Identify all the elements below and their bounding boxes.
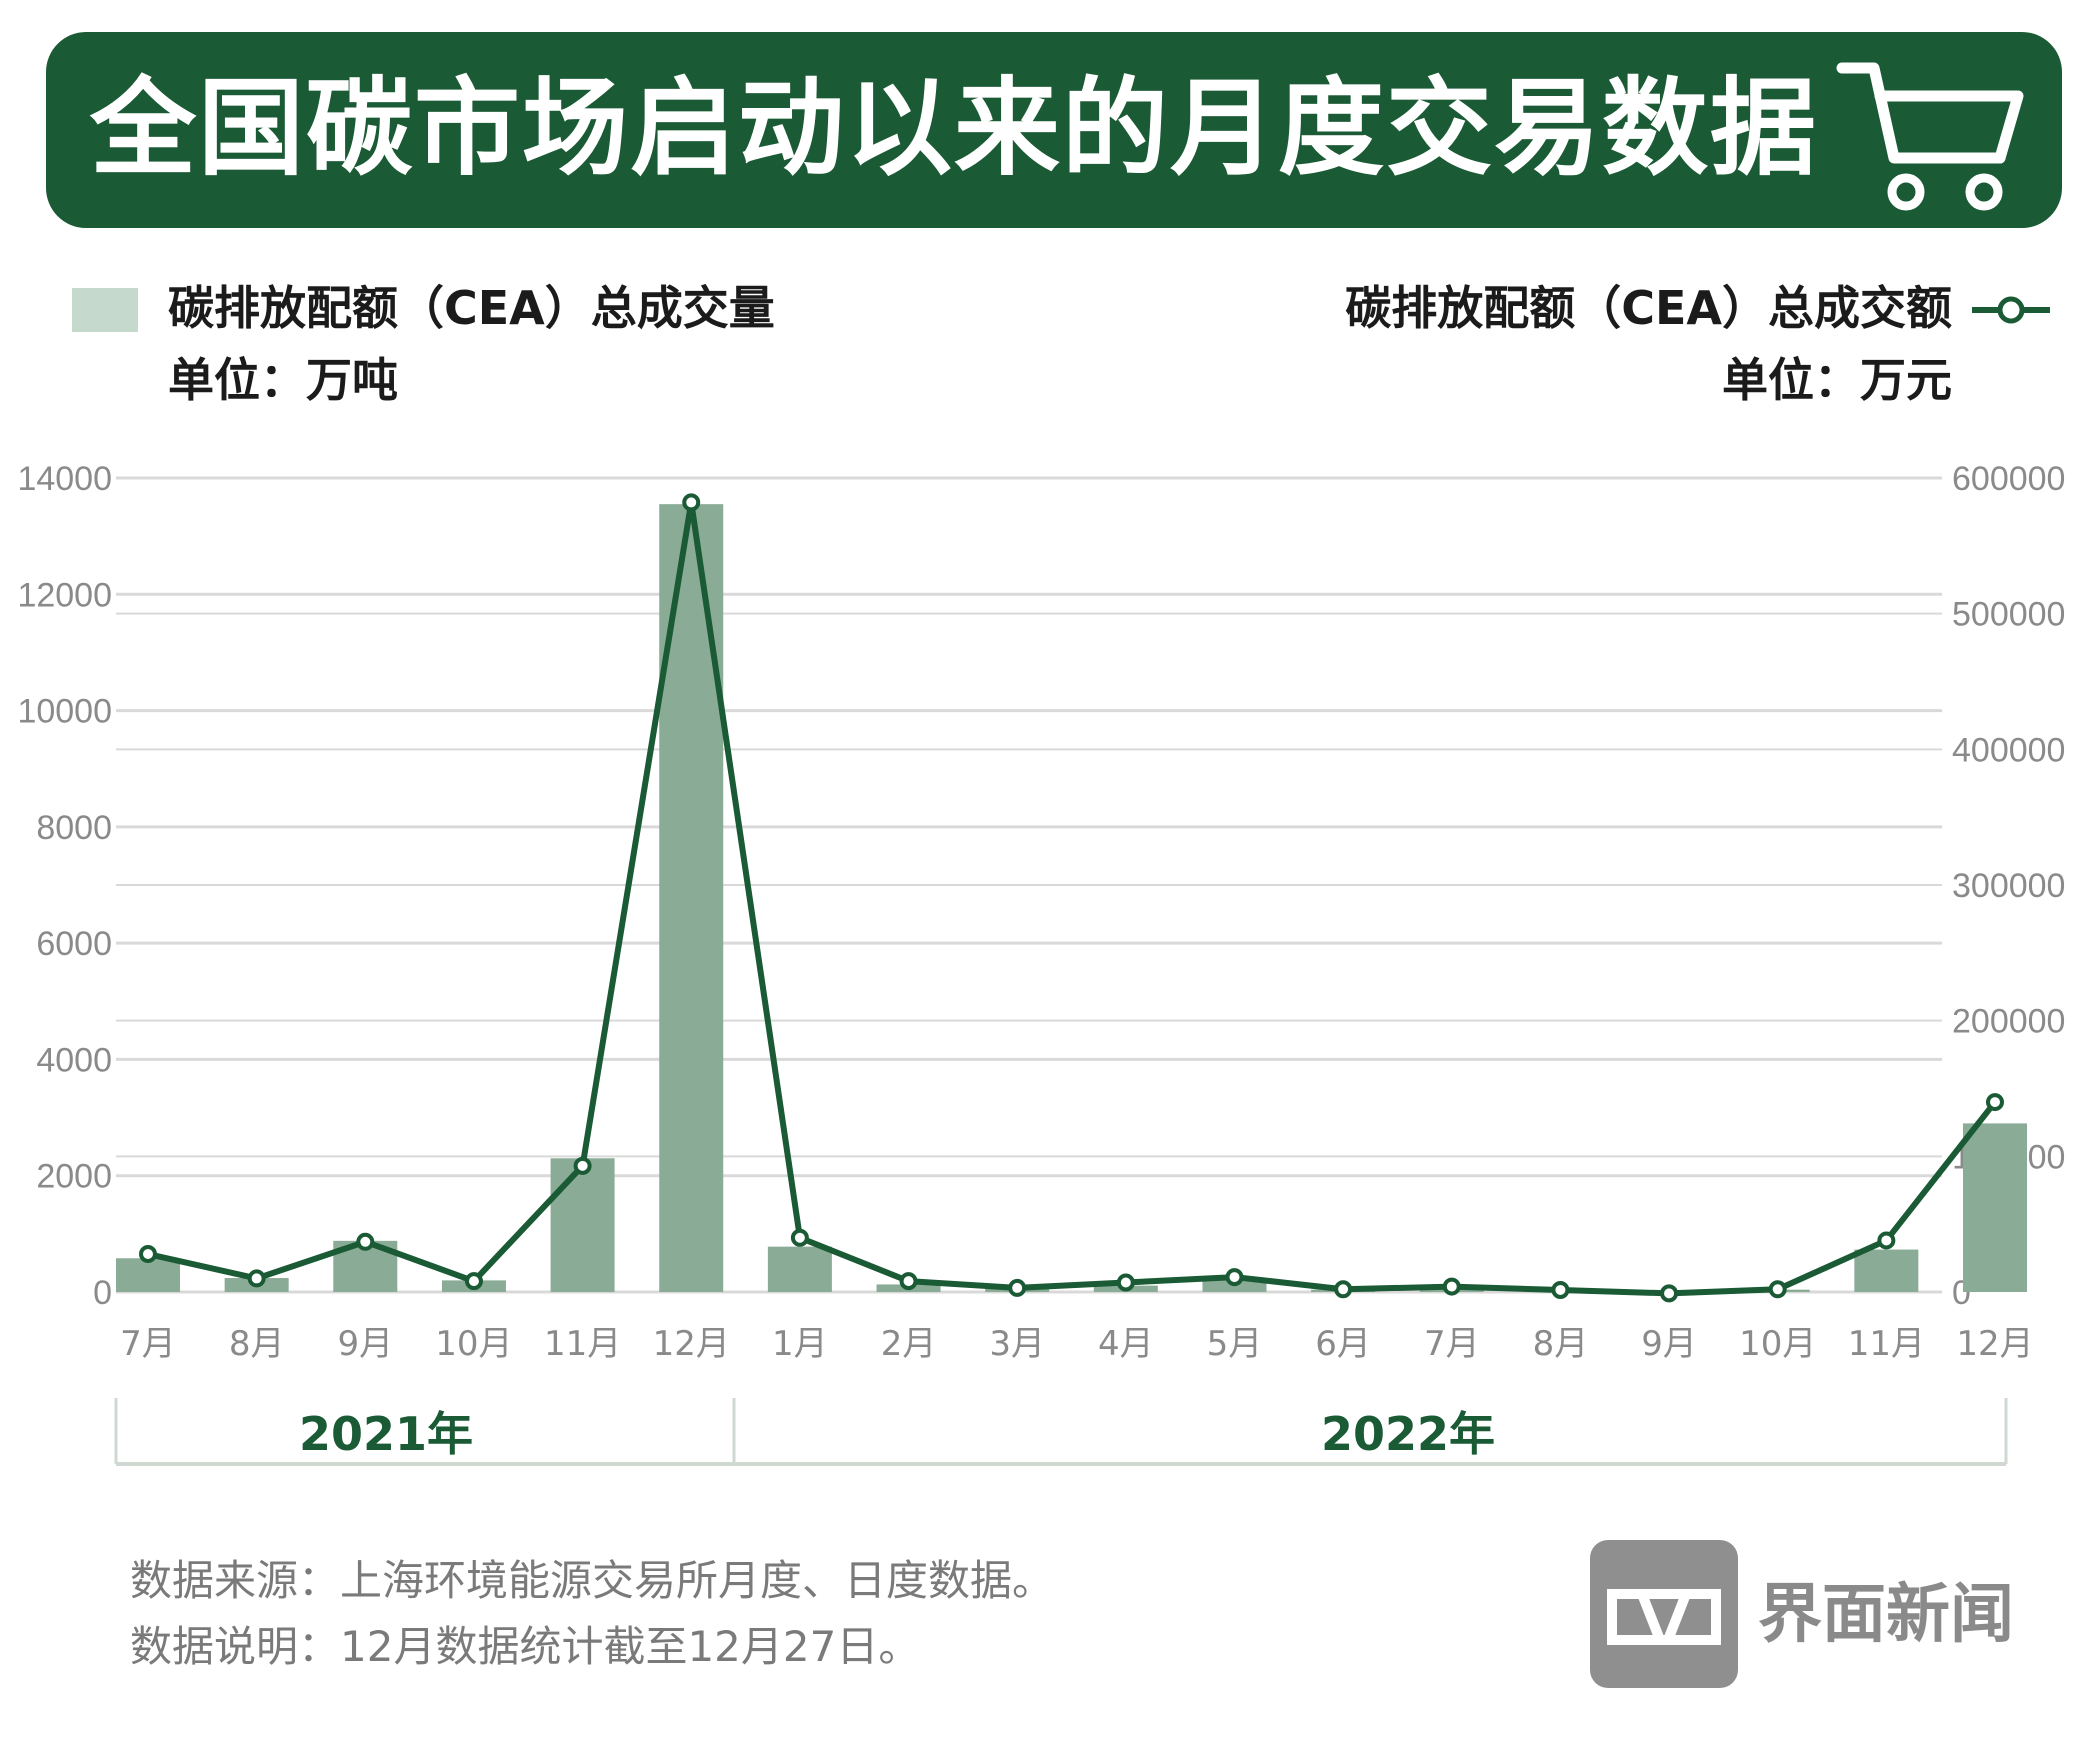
- point-amount-11: [1225, 1268, 1244, 1287]
- x-tick-label: 9月: [1641, 1324, 1697, 1364]
- left-tick-label: 8000: [36, 809, 112, 847]
- point-amount-4: [464, 1272, 483, 1291]
- legend-volume-unit: 单位：万吨: [168, 353, 398, 407]
- left-tick-label: 0: [93, 1274, 112, 1312]
- publisher-logo: 界面新闻: [1590, 1540, 2060, 1690]
- x-tick-label: 4月: [1098, 1324, 1154, 1364]
- bar-volume-7: [767, 1246, 832, 1292]
- right-tick-label: 600000: [1952, 460, 2065, 498]
- point-amount-15: [1660, 1284, 1679, 1303]
- right-tick-label: 300000: [1952, 867, 2065, 905]
- right-tick-label: 500000: [1952, 596, 2065, 634]
- x-tick-label: 3月: [989, 1324, 1045, 1364]
- x-tick-label: 7月: [1424, 1324, 1480, 1364]
- point-amount-14: [1551, 1280, 1570, 1299]
- x-tick-label: 6月: [1315, 1324, 1371, 1364]
- left-tick-label: 10000: [17, 693, 112, 731]
- footer: 数据来源：上海环境能源交易所月度、日度数据。 数据说明：12月数据统计截至12月…: [130, 1548, 1054, 1680]
- data-source: 数据来源：上海环境能源交易所月度、日度数据。: [130, 1556, 1055, 1605]
- right-tick-label: 200000: [1952, 1003, 2065, 1041]
- point-amount-2: [247, 1269, 266, 1288]
- legend-volume-label: 碳排放配额（CEA）总成交量: [168, 281, 775, 335]
- shopping-cart-icon: [1836, 62, 2024, 211]
- point-amount-13: [1442, 1277, 1461, 1296]
- x-tick-label: 8月: [1533, 1324, 1589, 1364]
- x-tick-label: 5月: [1207, 1324, 1263, 1364]
- bar-volume-5: [550, 1158, 615, 1292]
- point-amount-8: [899, 1272, 918, 1291]
- page-title: 全国碳市场启动以来的月度交易数据: [90, 67, 1818, 190]
- bar-volume-17: [1854, 1249, 1919, 1292]
- x-tick-label: 9月: [337, 1324, 393, 1364]
- x-tick-label: 12月: [653, 1324, 730, 1364]
- x-tick-label: 8月: [229, 1324, 285, 1364]
- point-amount-7: [790, 1228, 809, 1247]
- point-amount-10: [1116, 1273, 1135, 1292]
- point-amount-9: [1008, 1278, 1027, 1297]
- point-amount-17: [1877, 1231, 1896, 1250]
- left-tick-label: 2000: [36, 1158, 112, 1196]
- point-amount-1: [139, 1245, 157, 1264]
- bar-volume-18: [1963, 1123, 2027, 1292]
- year-label: 2022年: [1321, 1407, 1495, 1461]
- point-amount-3: [356, 1232, 375, 1251]
- combo-chart: 0200040006000800010000120001400001000002…: [17, 460, 2065, 1466]
- left-tick-label: 6000: [36, 925, 112, 963]
- x-tick-label: 7月: [120, 1324, 176, 1364]
- line-amount: [147, 499, 1998, 1297]
- jiemian-logo-icon: [1590, 1540, 1738, 1688]
- point-amount-6: [682, 493, 701, 512]
- legend-amount: 碳排放配额（CEA）总成交额 单位：万元: [1152, 278, 2052, 418]
- x-tick-label: 2月: [881, 1324, 937, 1364]
- year-label: 2021年: [299, 1407, 473, 1461]
- point-amount-16: [1768, 1280, 1787, 1299]
- legend-line-marker: [1972, 296, 2050, 324]
- left-tick-label: 12000: [17, 576, 112, 614]
- title-banner: 全国碳市场启动以来的月度交易数据: [46, 32, 2062, 228]
- data-note: 数据说明：12月数据统计截至12月27日。: [130, 1622, 921, 1671]
- legend-bar-swatch: [72, 288, 138, 332]
- left-tick-label: 14000: [17, 460, 112, 498]
- x-tick-label: 11月: [1848, 1324, 1925, 1364]
- left-tick-label: 4000: [36, 1041, 112, 1079]
- point-amount-12: [1334, 1280, 1353, 1299]
- logo-text: 界面新闻: [1758, 1578, 2014, 1652]
- point-amount-18: [1986, 1093, 2004, 1112]
- x-tick-label: 12月: [1956, 1324, 2033, 1364]
- right-tick-label: 400000: [1952, 731, 2065, 769]
- x-tick-label: 11月: [544, 1324, 621, 1364]
- point-amount-5: [573, 1156, 592, 1175]
- legend-amount-unit: 单位：万元: [1722, 353, 1952, 407]
- x-tick-label: 1月: [772, 1324, 828, 1364]
- legend-amount-label: 碳排放配额（CEA）总成交额: [1345, 281, 1952, 335]
- bar-volume-1: [116, 1258, 180, 1292]
- x-tick-label: 10月: [1739, 1324, 1816, 1364]
- x-tick-label: 10月: [435, 1324, 512, 1364]
